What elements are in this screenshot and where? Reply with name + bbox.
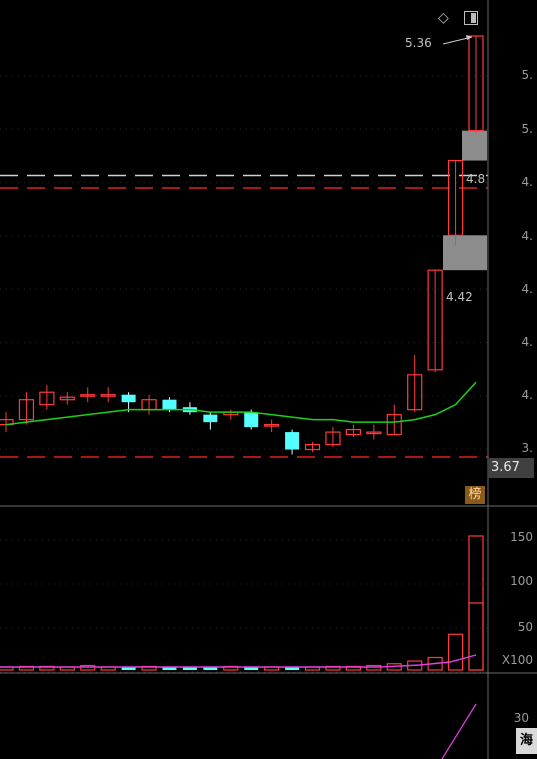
volume-bar	[285, 667, 300, 670]
panel-toggle-icon[interactable]	[464, 11, 478, 25]
side-tab[interactable]: 海	[516, 728, 537, 754]
candle-body	[39, 391, 55, 406]
volume-bar	[244, 667, 259, 670]
candle-body	[18, 399, 35, 421]
candle-body	[386, 414, 402, 436]
level-442-label: 4.42	[446, 290, 473, 304]
volume-axis-label: 100	[510, 574, 533, 588]
candle-body	[100, 394, 116, 397]
level-48-label: 4.8	[466, 172, 486, 186]
volume-bar	[162, 667, 177, 670]
volume-bar	[203, 667, 218, 670]
candle-body	[285, 432, 300, 450]
volume-bar	[468, 602, 484, 671]
candle-body	[264, 424, 280, 427]
price-axis-label: 4.	[521, 335, 533, 349]
peak-arrow-head	[466, 35, 472, 40]
price-axis-label: 4.	[521, 282, 533, 296]
ranking-badge[interactable]: 榜	[465, 486, 485, 504]
candle-body	[345, 428, 361, 436]
candle-body	[203, 414, 218, 423]
candle-body	[325, 431, 341, 446]
price-axis-label: 4.	[521, 229, 533, 243]
volume-unit-label: X100	[501, 653, 533, 667]
volume-bar	[182, 667, 197, 670]
volume-bar	[468, 535, 484, 671]
volume-bar	[366, 664, 382, 671]
candle-body	[304, 443, 321, 451]
current-price-tag: 3.67	[488, 458, 534, 478]
reference-lines	[0, 130, 488, 458]
gap-block	[462, 130, 487, 161]
moving-average	[5, 381, 477, 426]
price-axis-label: 5.	[521, 122, 533, 136]
indicator-line	[441, 703, 477, 759]
candle-body	[427, 269, 443, 371]
volume-axis-label: 150	[510, 530, 533, 544]
price-axis-label: 5.	[521, 68, 533, 82]
candles-group	[0, 35, 484, 455]
candle-body	[59, 396, 75, 401]
volume-ma-line	[0, 654, 477, 668]
gap-block	[443, 235, 487, 271]
diamond-icon[interactable]: ◇	[438, 10, 449, 26]
candle-body	[468, 35, 484, 132]
candle-body	[162, 399, 177, 410]
price-axis-label: 3.	[521, 441, 533, 455]
price-axis-label: 4.	[521, 175, 533, 189]
candle-body	[244, 412, 259, 428]
price-axis-label: 4.	[521, 388, 533, 402]
volume-panel	[0, 535, 484, 759]
candle-body	[366, 431, 382, 435]
volume-bar	[80, 664, 96, 671]
candle-body	[80, 394, 96, 397]
ma-line	[5, 381, 477, 426]
volume-bar	[121, 667, 136, 670]
candle-body	[407, 374, 423, 411]
candle-body	[447, 159, 464, 236]
volume-axis-label: 50	[517, 620, 533, 634]
peak-price-label: 5.36	[405, 36, 432, 50]
candle-body	[121, 394, 136, 403]
indicator-axis-label: 30	[513, 711, 529, 725]
volume-bar	[447, 633, 464, 671]
